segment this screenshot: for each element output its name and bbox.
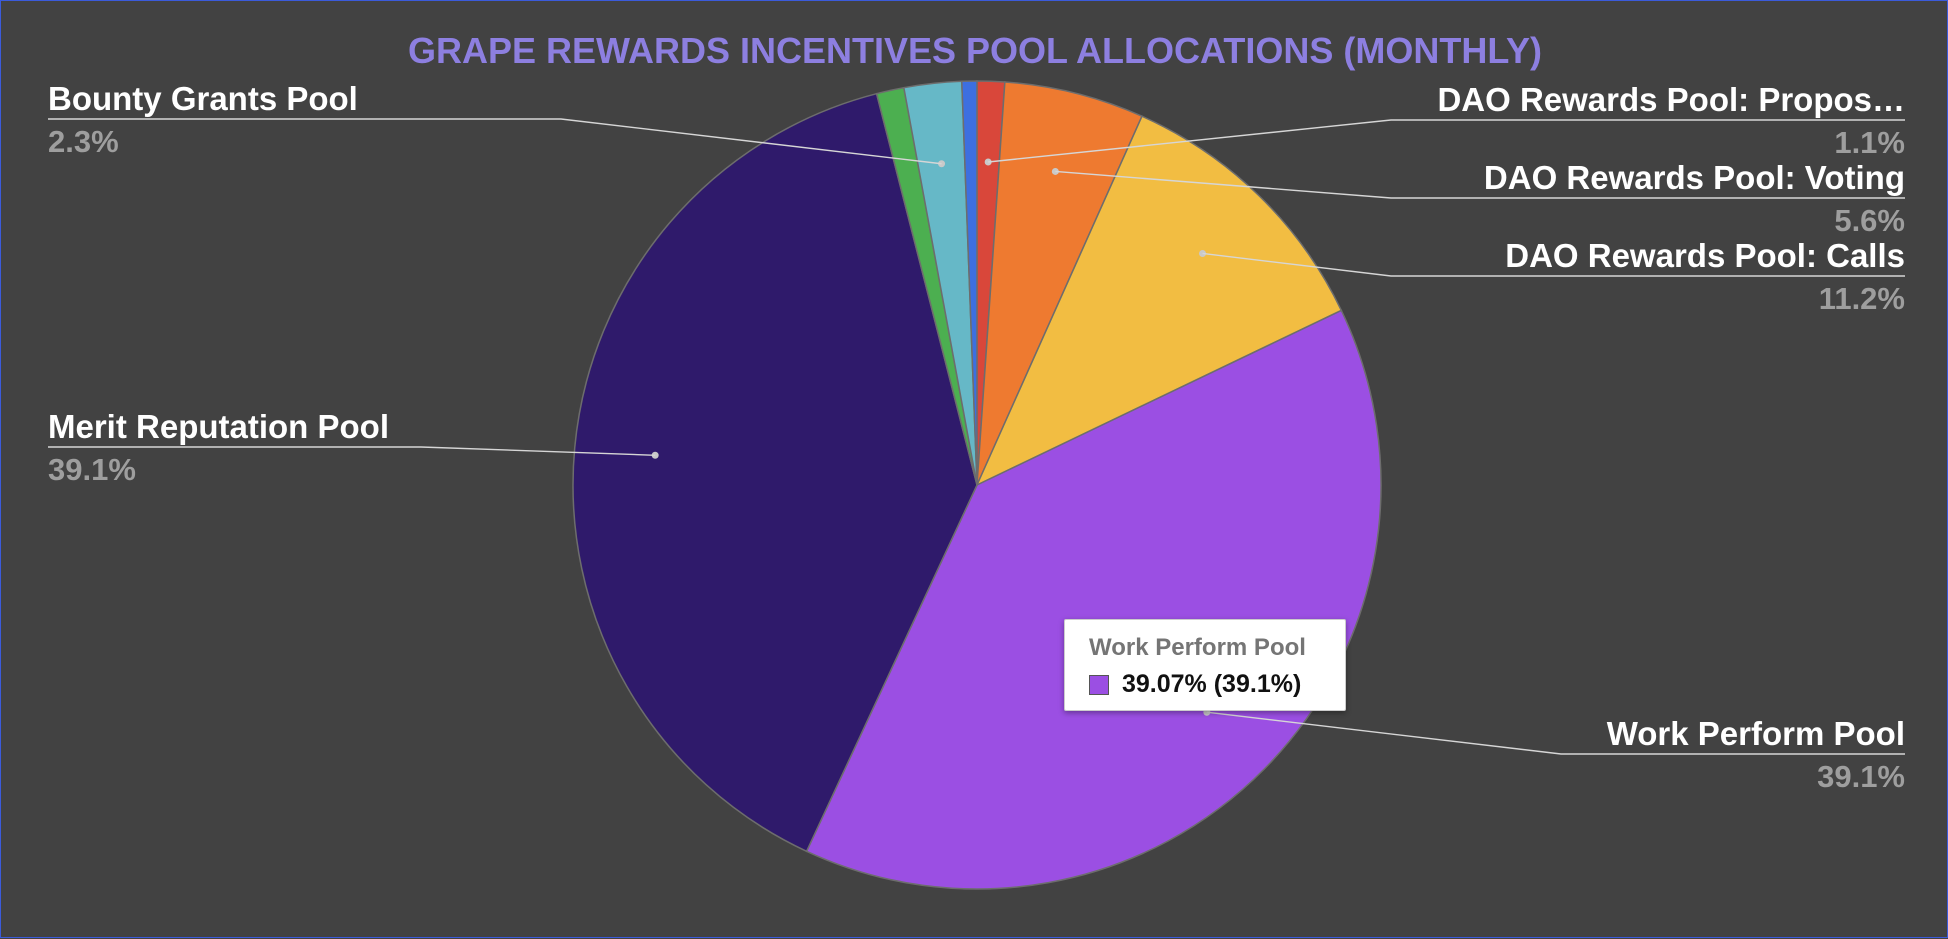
pie-slice[interactable] bbox=[961, 80, 978, 486]
chart-title: GRAPE REWARDS INCENTIVES POOL ALLOCATION… bbox=[408, 30, 1542, 71]
leader-line bbox=[48, 118, 942, 165]
pie-slice[interactable] bbox=[805, 309, 1382, 890]
slice-label-percent: 1.1% bbox=[1834, 125, 1905, 160]
slice-label-percent: 11.2% bbox=[1819, 281, 1905, 316]
pie-slice[interactable] bbox=[572, 92, 978, 853]
leader-line bbox=[1206, 711, 1905, 755]
leader-dot bbox=[1199, 249, 1207, 257]
leader-lines bbox=[48, 118, 1905, 755]
leader-line bbox=[48, 446, 656, 456]
slice-label-name: Bounty Grants Pool bbox=[48, 80, 358, 117]
slice-label-percent: 2.3% bbox=[48, 124, 119, 159]
leader-line bbox=[1055, 170, 1905, 199]
slice-label-percent: 39.1% bbox=[48, 452, 136, 487]
tooltip-value: 39.07% (39.1%) bbox=[1122, 670, 1302, 698]
leader-line bbox=[1202, 252, 1905, 277]
slice-label-percent: 39.1% bbox=[1817, 759, 1905, 794]
leader-line bbox=[988, 119, 1905, 163]
tooltip-series-name: Work Perform Pool bbox=[1089, 634, 1306, 661]
hover-tooltip: Work Perform Pool 39.07% (39.1%) bbox=[1064, 619, 1346, 711]
tooltip-color-swatch bbox=[1089, 674, 1109, 695]
slice-label-name: DAO Rewards Pool: Propos… bbox=[1437, 81, 1905, 118]
slice-label-name: DAO Rewards Pool: Voting bbox=[1484, 159, 1905, 196]
pie-slices bbox=[572, 80, 1382, 890]
pie-slice[interactable] bbox=[976, 81, 1143, 486]
slice-label-name: Merit Reputation Pool bbox=[48, 408, 389, 445]
slice-labels: DAO Rewards Pool: Propos…1.1%DAO Rewards… bbox=[48, 80, 1905, 794]
slice-label-name: DAO Rewards Pool: Calls bbox=[1505, 237, 1905, 274]
slice-label-percent: 5.6% bbox=[1834, 203, 1905, 238]
pie-slice[interactable] bbox=[975, 115, 1343, 487]
slice-label-name: Work Perform Pool bbox=[1607, 715, 1905, 752]
